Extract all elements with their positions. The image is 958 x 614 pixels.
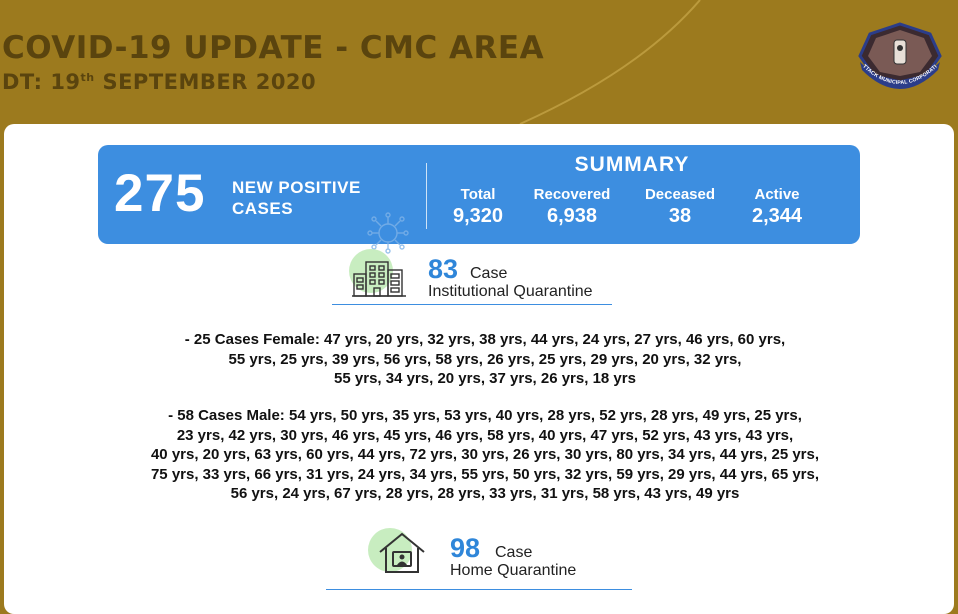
stat-total-value: 9,320 xyxy=(452,205,504,227)
new-positive-count: 275 xyxy=(114,164,206,223)
stat-deceased-label: Deceased xyxy=(644,186,716,203)
stat-active-label: Active xyxy=(754,186,800,203)
home-count: 98 xyxy=(450,533,481,563)
cmc-logo: CUTTACK MUNICIPAL CORPORATION xyxy=(854,22,942,89)
female-ages: - 25 Cases Female: 47 yrs, 20 yrs, 32 yr… xyxy=(110,330,860,389)
stat-recovered: Recovered 6,938 xyxy=(524,186,620,228)
stat-total: Total 9,320 xyxy=(438,186,518,228)
female-ages-line: - 25 Cases Female: 47 yrs, 20 yrs, 32 yr… xyxy=(184,331,786,348)
male-ages-line: 40 yrs, 20 yrs, 63 yrs, 60 yrs, 44 yrs, … xyxy=(150,446,820,463)
banner-divider xyxy=(426,163,427,229)
male-ages-line: 75 yrs, 33 yrs, 66 yrs, 31 yrs, 24 yrs, … xyxy=(150,465,820,483)
stat-total-label: Total xyxy=(460,186,496,203)
page-title: COVID-19 UPDATE - CMC AREA xyxy=(2,30,545,66)
summary-title: SUMMARY xyxy=(574,153,690,176)
stat-deceased: Deceased 38 xyxy=(634,186,726,228)
stat-recovered-value: 6,938 xyxy=(546,205,598,227)
male-ages-line: - 58 Cases Male: 54 yrs, 50 yrs, 35 yrs,… xyxy=(168,407,802,424)
stat-active: Active 2,344 xyxy=(738,186,816,228)
new-positive-label: NEW POSITIVE CASES xyxy=(232,178,361,218)
female-ages-line: 55 yrs, 25 yrs, 39 yrs, 56 yrs, 58 yrs, … xyxy=(228,350,742,368)
house-icon xyxy=(379,532,425,573)
institutional-count: 83 xyxy=(428,254,459,284)
stat-active-value: 2,344 xyxy=(751,205,803,227)
stat-deceased-value: 38 xyxy=(668,205,692,227)
building-icon xyxy=(352,261,406,297)
female-ages-line: 55 yrs, 34 yrs, 20 yrs, 37 yrs, 26 yrs, … xyxy=(334,370,636,387)
home-underline xyxy=(326,589,632,590)
institutional-label: Institutional Quarantine xyxy=(428,283,593,300)
male-ages-line: 23 yrs, 42 yrs, 30 yrs, 46 yrs, 45 yrs, … xyxy=(176,426,794,444)
institutional-case-word: Case xyxy=(470,265,508,282)
summary-banner: 275 NEW POSITIVE CASES SUMMARY Total 9,3… xyxy=(98,145,860,244)
virus-icon xyxy=(367,212,409,254)
stat-recovered-label: Recovered xyxy=(533,186,611,203)
male-ages-line: 56 yrs, 24 yrs, 67 yrs, 28 yrs, 28 yrs, … xyxy=(230,485,740,502)
institutional-underline xyxy=(332,304,612,305)
report-date: DT: 19th SEPTEMBER 2020 xyxy=(2,70,317,94)
male-ages: - 58 Cases Male: 54 yrs, 50 yrs, 35 yrs,… xyxy=(110,406,860,504)
home-case-word: Case xyxy=(495,544,533,561)
home-label: Home Quarantine xyxy=(450,562,577,579)
